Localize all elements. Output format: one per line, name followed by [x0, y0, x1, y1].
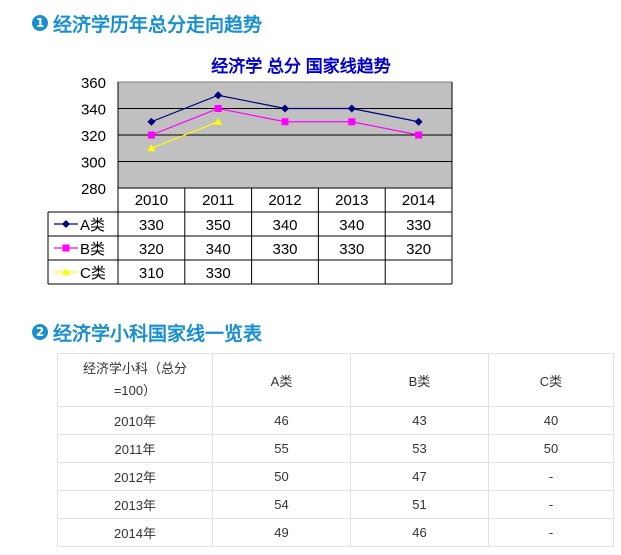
- y-tick-label: 320: [81, 128, 106, 145]
- table-cell: 46: [212, 406, 351, 435]
- data-point: [147, 144, 156, 152]
- section-title: 经济学历年总分走向趋势: [53, 13, 263, 36]
- table-cell: 2010年: [57, 406, 213, 435]
- table-cell: -: [488, 518, 614, 547]
- section-title: 经济学小科国家线一览表: [53, 322, 263, 345]
- table-cell: -: [488, 490, 614, 519]
- data-point: [214, 91, 223, 100]
- table-cell: 43: [350, 406, 489, 435]
- table-cell: 55: [212, 434, 351, 463]
- data-point: [281, 104, 289, 113]
- table-cell: 2014年: [57, 518, 213, 547]
- number-badge: 1: [32, 15, 48, 31]
- table-cell: 40: [488, 406, 614, 435]
- x-category-label: 2014: [402, 192, 435, 209]
- legend-label: B类: [80, 241, 105, 258]
- table-cell: 50: [212, 462, 351, 491]
- data-table-value: 320: [406, 241, 431, 258]
- data-table-value: 310: [139, 265, 164, 282]
- table-cell: 2013年: [57, 490, 213, 519]
- data-table-value: 340: [272, 217, 297, 234]
- data-point: [414, 117, 423, 126]
- data-point: [214, 117, 223, 125]
- x-category-label: 2010: [135, 192, 168, 209]
- data-table-value: 330: [406, 217, 431, 234]
- chart-title: 经济学 总分 国家线趋势: [211, 56, 390, 76]
- number-badge: 2: [32, 324, 48, 340]
- data-table-value: 330: [206, 265, 231, 282]
- table-header-cell: A类: [212, 353, 351, 407]
- series-line: [151, 121, 219, 149]
- table-cell: 47: [350, 462, 489, 491]
- data-point: [147, 131, 155, 139]
- table-cell: 46: [350, 518, 489, 547]
- legend-marker: [62, 244, 70, 252]
- y-tick-label: 280: [81, 181, 106, 198]
- data-table-value: 340: [339, 217, 364, 234]
- x-category-label: 2011: [202, 192, 234, 209]
- table-row: 2011年 55 53 50: [57, 434, 614, 463]
- data-table-value: 330: [272, 241, 297, 258]
- y-tick-label: 340: [81, 102, 106, 119]
- table-row: 2014年 49 46 -: [57, 518, 614, 547]
- table-cell: 50: [488, 434, 614, 463]
- data-table-value: 320: [139, 241, 164, 258]
- table-header-cell: C类: [488, 353, 614, 407]
- legend-marker: [62, 268, 70, 275]
- table-cell: 2011年: [57, 434, 213, 463]
- x-category-label: 2012: [268, 192, 301, 209]
- table-row: 2010年 46 43 40: [57, 406, 614, 435]
- table-cell: 54: [212, 490, 351, 519]
- section-heading-trend: 1 经济学历年总分走向趋势: [0, 10, 262, 36]
- data-table-value: 350: [206, 217, 231, 234]
- data-table-value: 340: [206, 241, 231, 258]
- data-point: [348, 118, 356, 126]
- table-header-cell: 经济学小科（总分 =100）: [57, 353, 213, 407]
- data-table-value: 330: [339, 241, 364, 258]
- data-point: [147, 117, 156, 126]
- data-point: [281, 118, 289, 126]
- table-header-row: 经济学小科（总分 =100） A类 B类 C类: [57, 353, 614, 407]
- table-cell: 53: [350, 434, 489, 463]
- section-heading-table: 2 经济学小科国家线一览表: [0, 319, 262, 345]
- trend-chart: 经济学 总分 国家线趋势 280 300 320 340 360 2010 2011 2012 2…: [47, 56, 453, 285]
- data-point: [347, 104, 356, 113]
- y-tick-label: 360: [81, 75, 106, 92]
- y-tick-label: 300: [81, 155, 106, 172]
- x-category-label: 2013: [335, 192, 368, 209]
- table-cell: 51: [350, 490, 489, 519]
- legend-marker: [62, 220, 70, 228]
- table-cell: -: [488, 462, 614, 491]
- table-cell: 2012年: [57, 462, 213, 491]
- table-cell: 49: [212, 518, 351, 547]
- table-row: 2012年 50 47 -: [57, 462, 614, 491]
- data-point: [415, 131, 423, 139]
- table-header-cell: B类: [350, 353, 489, 407]
- subject-score-table: 经济学小科（总分 =100） A类 B类 C类 2010年 46 43 40 2…: [57, 353, 614, 547]
- legend-label: A类: [80, 217, 105, 234]
- table-row: 2013年 54 51 -: [57, 490, 614, 519]
- data-point: [214, 105, 222, 112]
- legend-label: C类: [80, 265, 106, 282]
- data-table-value: 330: [139, 217, 164, 234]
